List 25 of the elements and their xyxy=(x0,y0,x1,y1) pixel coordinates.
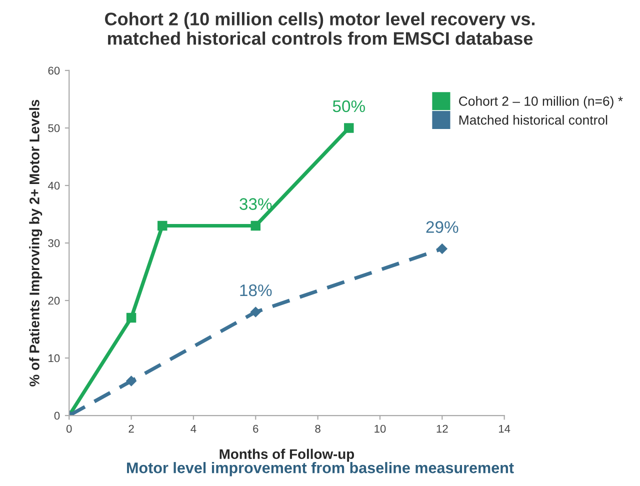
x-axis-title: Months of Follow-up xyxy=(220,448,354,462)
y-tick-label: 20 xyxy=(48,296,60,305)
legend-label: Cohort 2 – 10 million (n=6) * xyxy=(459,96,623,108)
y-tick-label: 60 xyxy=(48,66,60,75)
data-label: 18% xyxy=(240,284,272,296)
x-tick-label: 10 xyxy=(374,424,386,433)
x-tick-label: 8 xyxy=(315,424,320,433)
data-label: 33% xyxy=(240,198,272,210)
y-tick-label: 0 xyxy=(54,412,60,420)
y-tick-label: 10 xyxy=(48,354,60,362)
x-tick-label: 12 xyxy=(436,424,448,433)
y-tick-label: 40 xyxy=(48,182,60,190)
x-tick-label: 14 xyxy=(498,424,510,433)
text: Motor level improvement from baseline measurement xyxy=(127,462,514,476)
x-tick-label: 2 xyxy=(128,424,134,433)
y-axis-title: % of Patients Improving by 2+ Motor Levels xyxy=(29,100,42,386)
chart-title: Cohort 2 (10 million cells) motor level recovery vs. matched historical controls from EMSCI database xyxy=(105,12,535,45)
x-tick-label: 0 xyxy=(66,424,72,433)
y-tick-label: 50 xyxy=(48,124,60,132)
data-label: 50% xyxy=(332,100,365,112)
y-tick-label: 30 xyxy=(48,239,60,248)
data-label: 29% xyxy=(426,221,458,233)
legend-label: Matched historical control xyxy=(459,115,608,125)
x-tick-label: 4 xyxy=(190,424,196,433)
x-tick-label: 6 xyxy=(253,424,258,433)
